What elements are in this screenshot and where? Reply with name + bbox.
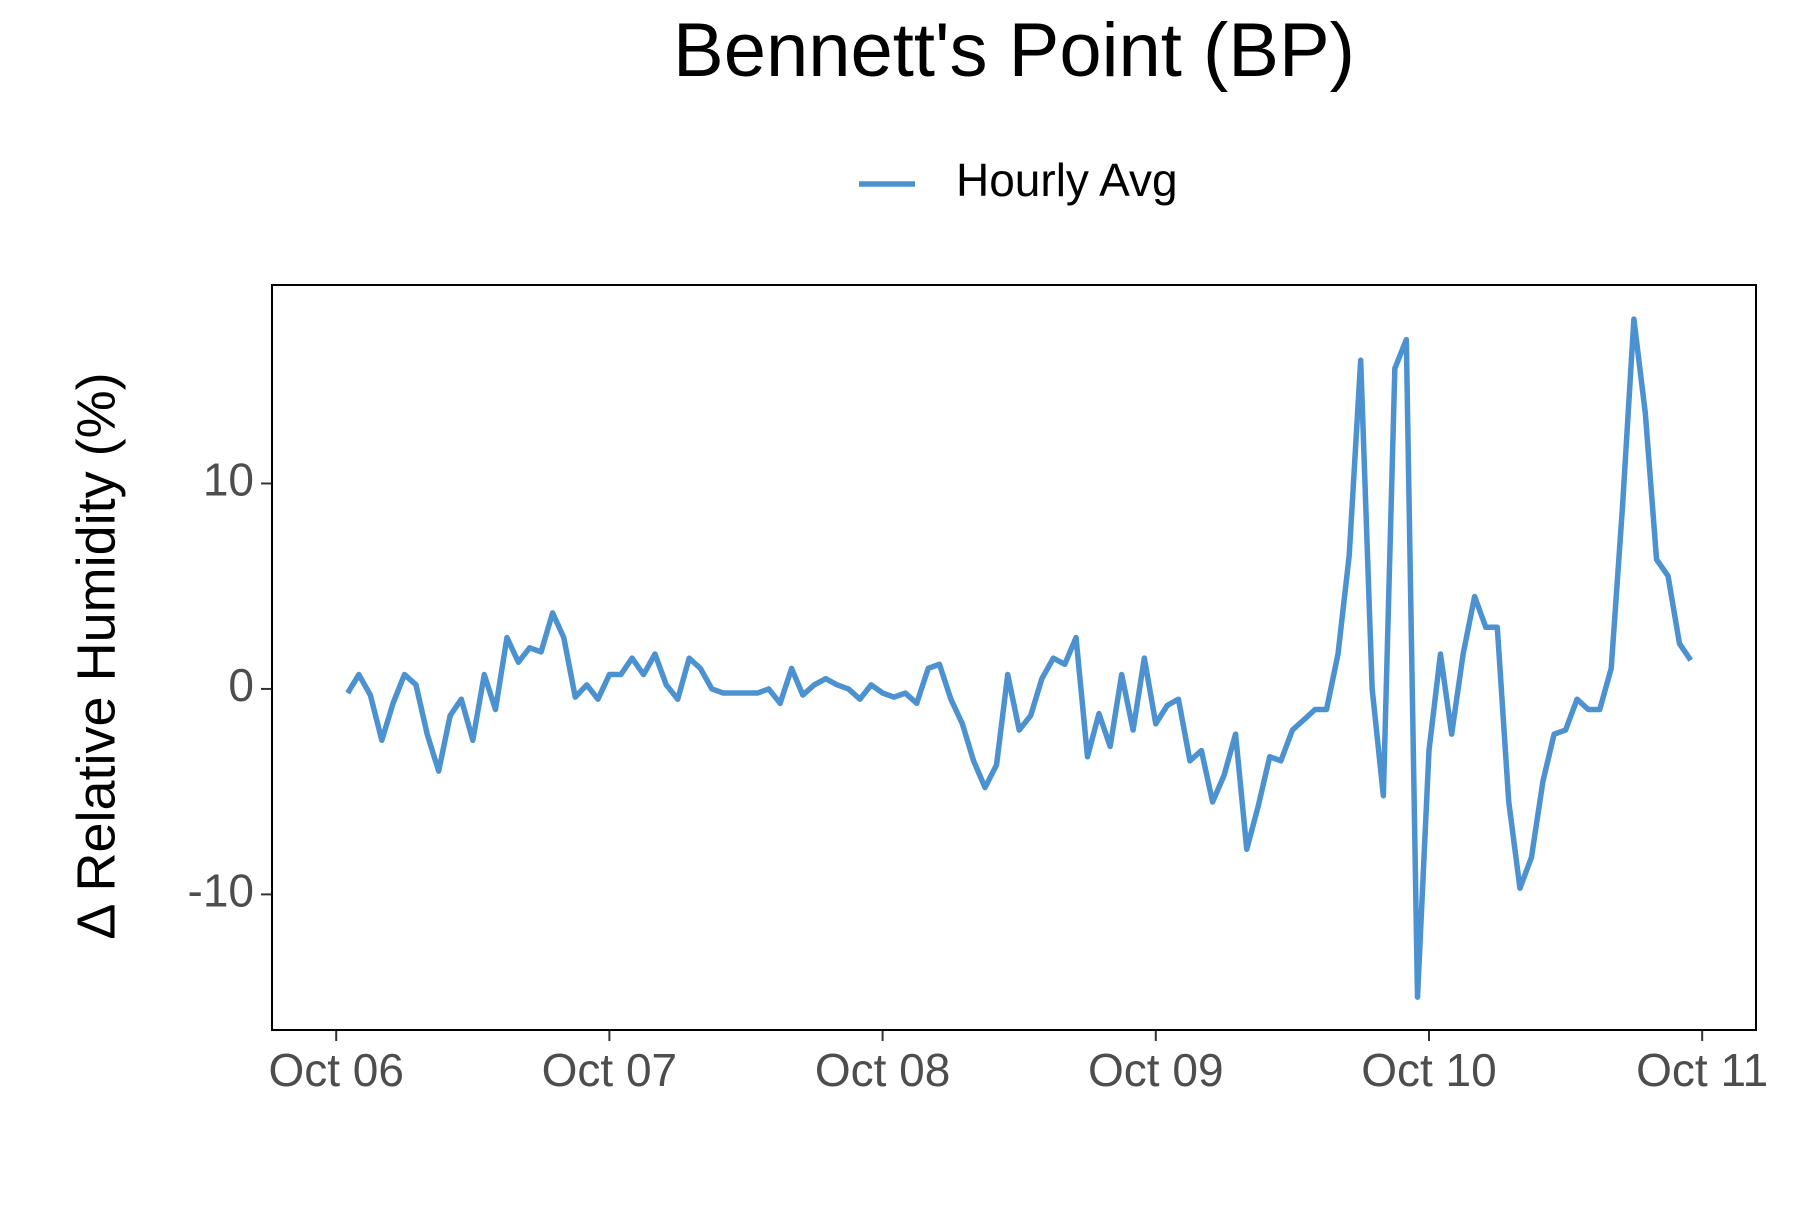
chart-title: Bennett's Point (BP)	[673, 8, 1355, 93]
x-tick-label: Oct 11	[1636, 1044, 1768, 1096]
y-tick-label: 10	[203, 454, 254, 506]
legend-label: Hourly Avg	[956, 154, 1178, 206]
plot-frame	[271, 284, 1757, 1031]
x-tick-label: Oct 08	[815, 1044, 951, 1096]
x-tick-label: Oct 10	[1361, 1044, 1497, 1096]
x-tick-label: Oct 06	[268, 1044, 404, 1096]
data-line	[345, 316, 1693, 1000]
y-tick-label: 0	[228, 659, 254, 711]
x-tick-label: Oct 09	[1088, 1044, 1224, 1096]
y-axis-label: Δ Relative Humidity (%)	[66, 372, 126, 939]
y-tick-label: -10	[188, 865, 254, 917]
x-tick-label: Oct 07	[542, 1044, 678, 1096]
